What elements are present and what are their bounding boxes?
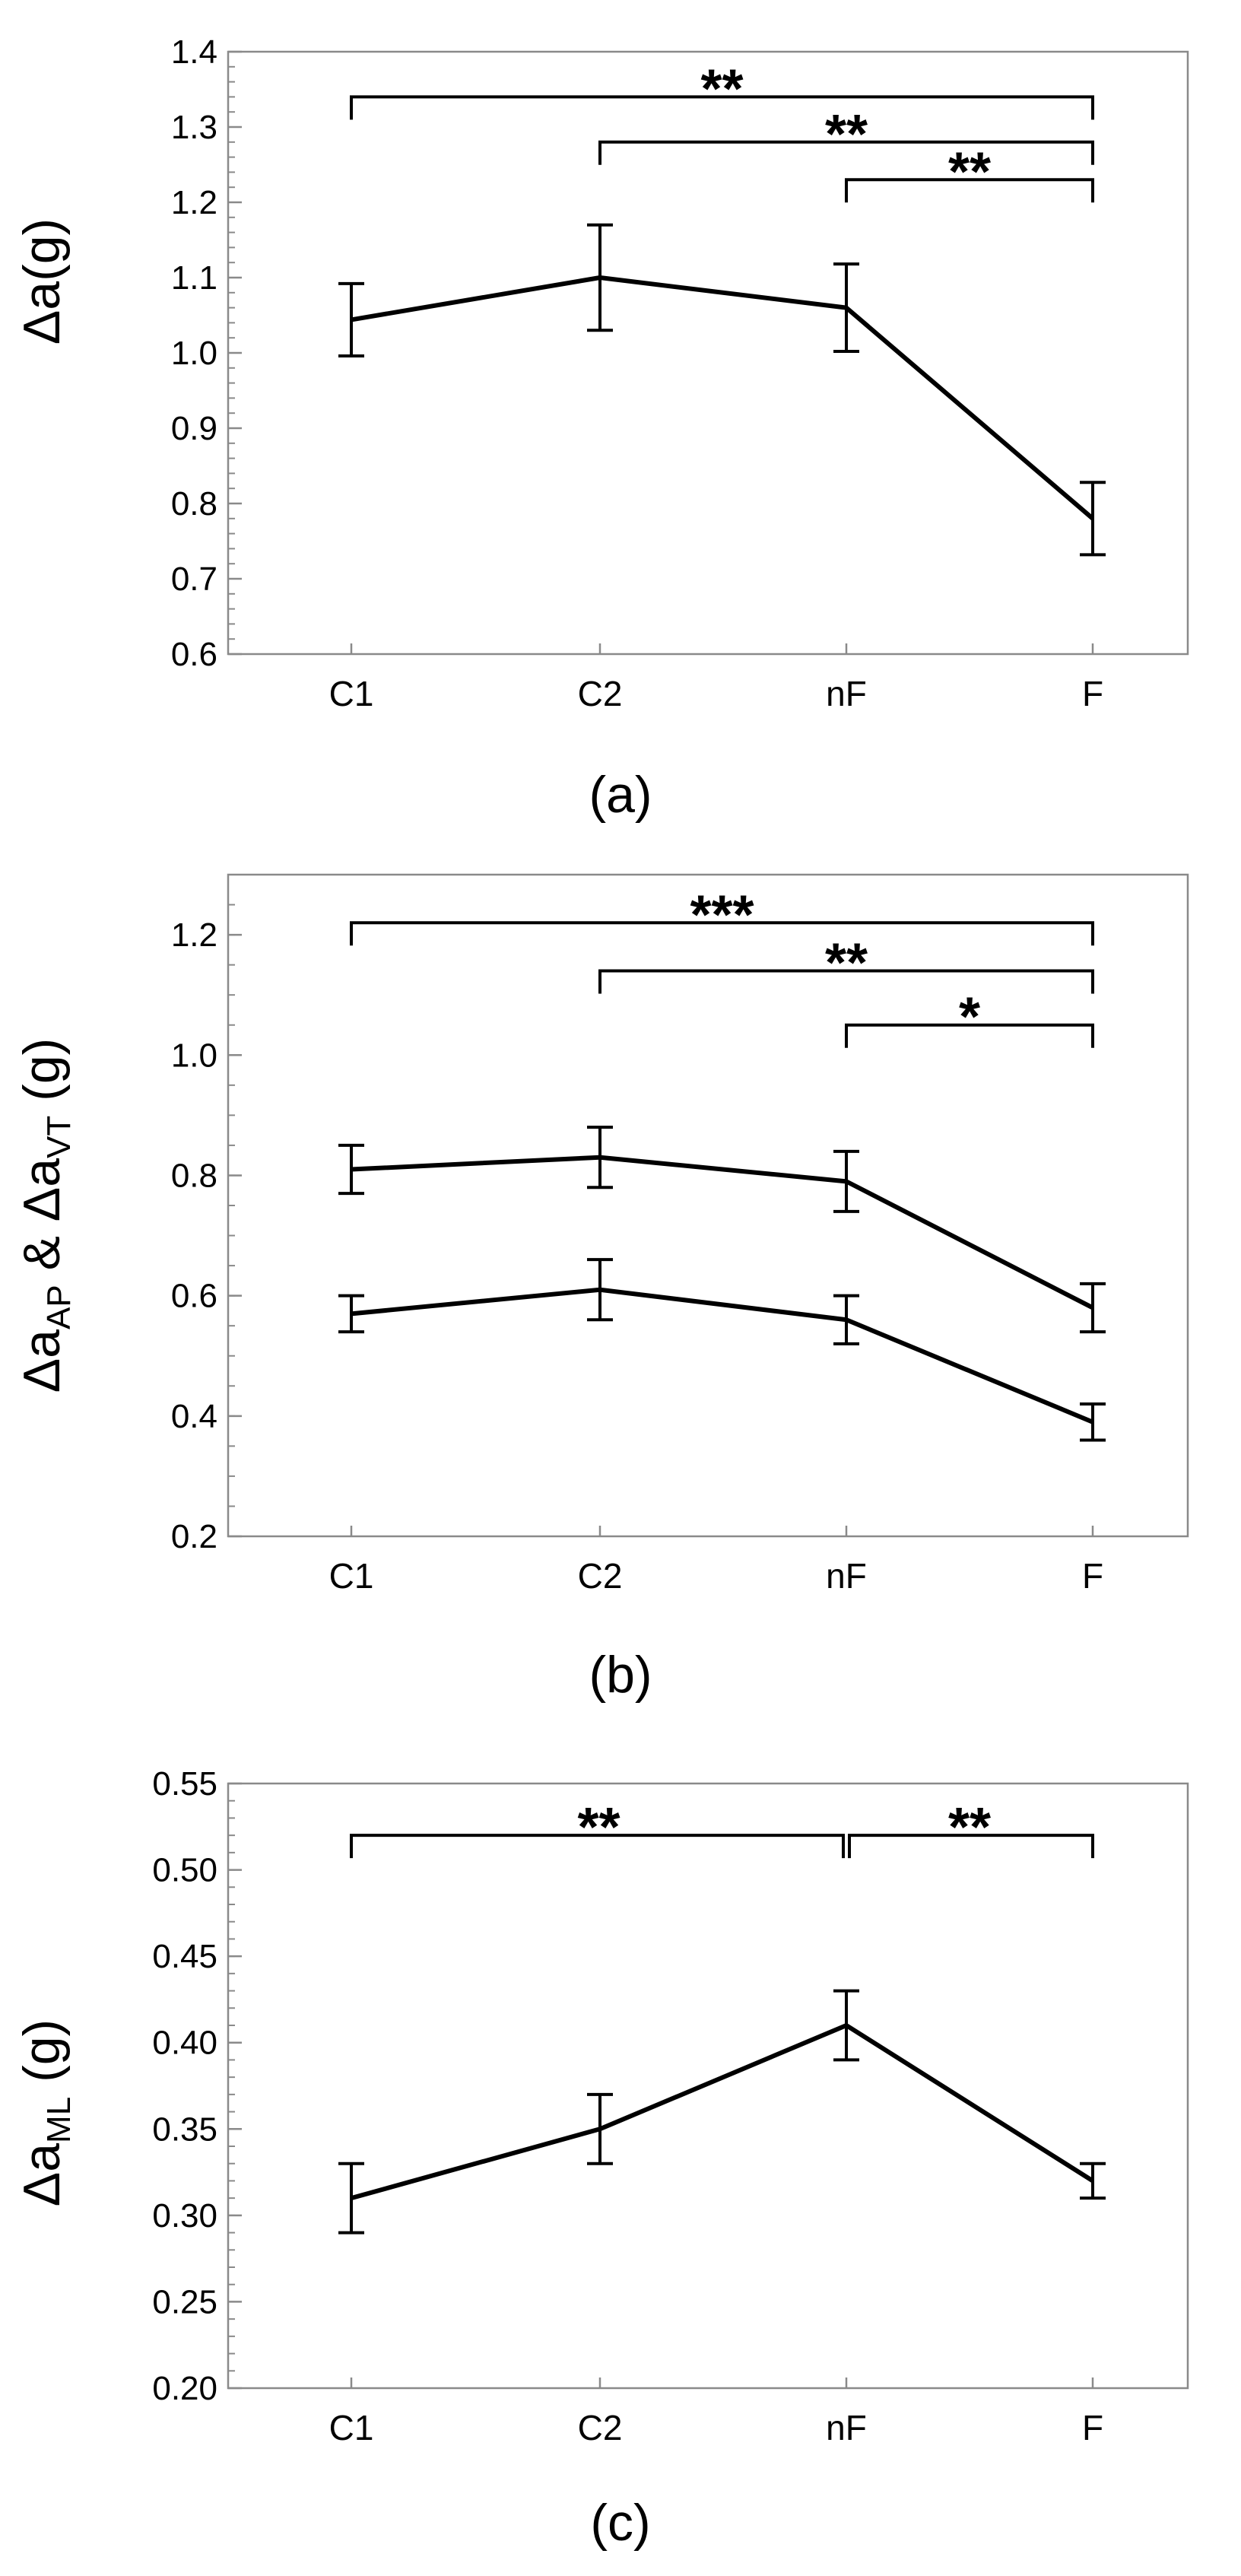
y-tick-label: 0.6 bbox=[171, 636, 217, 673]
significance-bracket bbox=[350, 95, 1094, 120]
y-tick-label: 0.35 bbox=[152, 2111, 217, 2148]
y-tick-label: 0.25 bbox=[152, 2283, 217, 2320]
x-tick-label: nF bbox=[826, 674, 867, 713]
y-tick-label: 0.6 bbox=[171, 1278, 217, 1315]
y-tick-label: 1.4 bbox=[171, 33, 217, 71]
y-tick-label: 0.8 bbox=[171, 485, 217, 523]
significance-label: * bbox=[959, 987, 980, 1048]
x-tick-label: C2 bbox=[578, 1556, 623, 1596]
x-tick-label: nF bbox=[826, 2408, 867, 2447]
y-tick-label: 0.2 bbox=[171, 1518, 217, 1555]
significance-bracket bbox=[845, 1023, 1094, 1048]
significance-label: ** bbox=[577, 1797, 620, 1858]
data-point bbox=[351, 319, 352, 321]
data-point bbox=[599, 2128, 601, 2130]
data-point bbox=[599, 1156, 601, 1158]
x-tick-label: F bbox=[1082, 674, 1103, 713]
significance-label: ** bbox=[825, 104, 868, 165]
x-tick-label: C1 bbox=[329, 2408, 374, 2447]
y-tick-label: 0.45 bbox=[152, 1938, 217, 1975]
significance-bracket bbox=[350, 921, 1094, 946]
panel-c-label: (c) bbox=[590, 2494, 650, 2552]
y-tick-label: 1.0 bbox=[171, 1037, 217, 1074]
significance-bracket bbox=[848, 1834, 1094, 1859]
y-tick-label: 1.1 bbox=[171, 259, 217, 297]
data-point bbox=[1092, 1421, 1093, 1423]
data-point bbox=[351, 2197, 352, 2200]
panel-a: 0.6 0.7 0.8 0.9 1.0 1.1 1.2 1.3 1.4 C1 C2 nF F ** ** ** bbox=[171, 33, 1189, 713]
data-point bbox=[1092, 517, 1093, 519]
x-tick-label: C2 bbox=[578, 674, 623, 713]
panel-c: 0.20 0.25 0.30 0.35 0.40 0.45 0.50 0.55 C1 C2 nF F *… bbox=[152, 1765, 1189, 2447]
panel-c-ylabel: ΔaML (g) bbox=[13, 2019, 78, 2206]
panel-a-label: (a) bbox=[589, 766, 652, 824]
data-point bbox=[846, 1319, 847, 1321]
data-point bbox=[351, 1168, 352, 1170]
data-point bbox=[846, 1180, 847, 1183]
significance-label: ** bbox=[700, 59, 743, 119]
y-tick-label: 0.55 bbox=[152, 1765, 217, 1803]
y-tick-label: 0.30 bbox=[152, 2197, 217, 2235]
series-line-upper bbox=[351, 1155, 1094, 1310]
series-line-lower bbox=[351, 1287, 1094, 1425]
data-point bbox=[351, 1313, 352, 1315]
x-tick-label: C2 bbox=[578, 2408, 623, 2447]
y-tick-label: 0.40 bbox=[152, 2025, 217, 2062]
plot-frame bbox=[227, 873, 1189, 1538]
series-line-Δa bbox=[351, 275, 1094, 521]
y-tick-label: 1.0 bbox=[171, 335, 217, 372]
data-point bbox=[599, 1288, 601, 1291]
significance-bracket bbox=[598, 140, 1094, 165]
panel-a-ylabel: Δa(g) bbox=[13, 218, 71, 345]
x-tick-label: C1 bbox=[329, 674, 374, 713]
y-tick-label: 0.8 bbox=[171, 1157, 217, 1194]
y-tick-label: 0.20 bbox=[152, 2370, 217, 2407]
y-tick-label: 0.4 bbox=[171, 1398, 217, 1435]
data-point bbox=[599, 277, 601, 278]
x-tick-label: C1 bbox=[329, 1556, 374, 1596]
x-tick-label: nF bbox=[826, 1556, 867, 1596]
significance-bracket bbox=[845, 178, 1094, 203]
x-tick-label: F bbox=[1082, 1556, 1103, 1596]
significance-label: ** bbox=[948, 141, 991, 202]
significance-bracket bbox=[350, 1834, 845, 1859]
y-tick-label: 1.3 bbox=[171, 109, 217, 146]
data-point bbox=[1092, 2180, 1093, 2182]
y-tick-label: 1.2 bbox=[171, 184, 217, 221]
y-tick-label: 0.7 bbox=[171, 561, 217, 598]
significance-label: ** bbox=[948, 1797, 991, 1858]
panel-b: 0.20.40.60.81.01.2C1 C2 nF F****** bbox=[171, 873, 1189, 1596]
significance-label: ** bbox=[825, 933, 868, 994]
data-point bbox=[846, 2025, 847, 2026]
y-tick-label: 0.9 bbox=[171, 410, 217, 447]
y-tick-label: 0.50 bbox=[152, 1852, 217, 1889]
data-point bbox=[846, 307, 847, 309]
significance-label: *** bbox=[690, 885, 754, 945]
x-tick-label: F bbox=[1082, 2408, 1103, 2447]
y-tick-label: 1.2 bbox=[171, 916, 217, 954]
panel-b-label: (b) bbox=[589, 1646, 652, 1704]
panel-b-ylabel: ΔaAP & ΔaVT (g) bbox=[13, 1038, 78, 1393]
plot-frame bbox=[227, 1782, 1189, 2390]
data-point bbox=[1092, 1307, 1093, 1309]
series-line-Δa_ML bbox=[351, 2023, 1094, 2201]
significance-bracket bbox=[598, 969, 1094, 994]
